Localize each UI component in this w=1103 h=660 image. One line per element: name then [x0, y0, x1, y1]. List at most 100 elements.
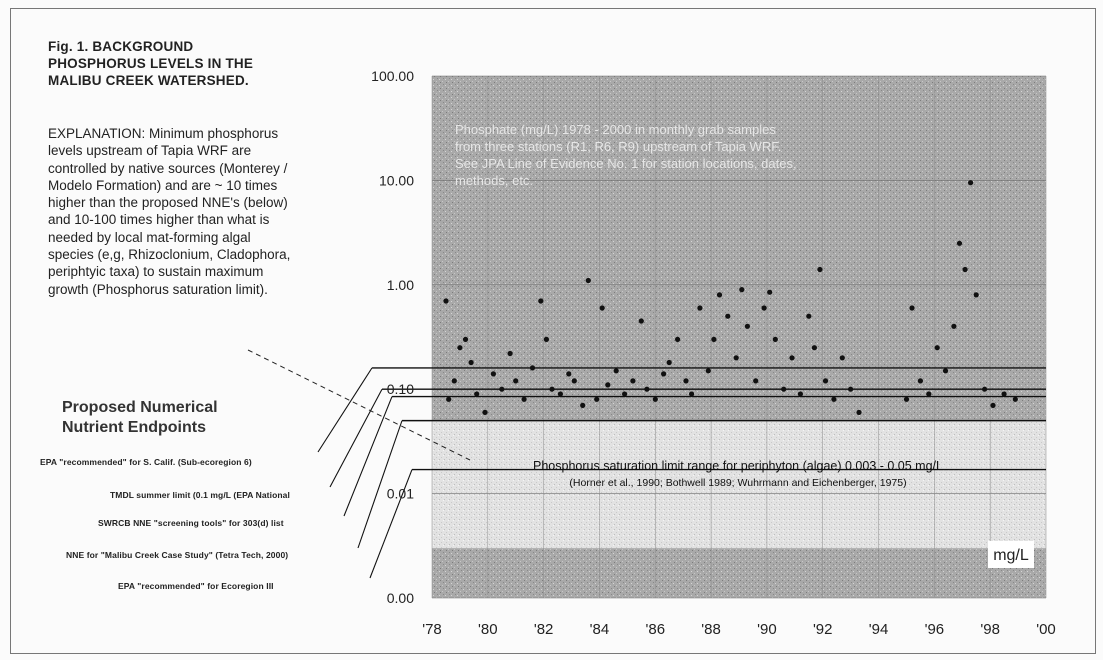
phosphate-data-point: [599, 305, 605, 311]
phosphate-data-point: [605, 382, 611, 388]
phosphate-data-point: [594, 396, 600, 402]
endpoints-heading-line-1: Proposed Numerical: [62, 399, 218, 416]
saturation-band-source: (Horner et al., 1990; Bothwell 1989; Wuh…: [569, 477, 906, 489]
phosphate-data-point: [990, 402, 996, 408]
saturation-band-label: Phosphorus saturation limit range for pe…: [533, 459, 943, 473]
phosphate-data-point: [644, 386, 650, 392]
figure-title-line-3: MALIBU CREEK WATERSHED.: [48, 73, 249, 88]
explanation-line: levels upstream of Tapia WRF are: [48, 143, 252, 159]
nne-label-epa-s-calif: EPA "recommended" for S. Calif. (Sub-eco…: [40, 457, 252, 467]
phosphate-data-point: [513, 378, 519, 384]
chart-annotation-line: from three stations (R1, R6, R9) upstrea…: [455, 139, 781, 154]
phosphate-data-point: [831, 396, 837, 402]
phosphate-data-point: [566, 371, 572, 377]
phosphate-data-point: [638, 318, 644, 324]
explanation-line: and 10-100 times higher than what is: [48, 212, 270, 228]
phosphate-data-point: [622, 391, 628, 397]
phosphate-data-point: [761, 305, 767, 311]
phosphate-data-point: [571, 378, 577, 384]
explanation-line: species (e,g, Rhizoclonium, Cladophora,: [48, 247, 291, 263]
x-tick-label: '84: [590, 621, 610, 638]
nne-label-tmdl: TMDL summer limit (0.1 mg/L (EPA Nationa…: [110, 490, 290, 500]
phosphate-data-point: [716, 292, 723, 298]
phosphate-data-point: [557, 391, 564, 397]
phosphate-data-point: [630, 378, 636, 384]
phosphate-data-point: [689, 391, 695, 397]
phosphate-data-point: [451, 378, 457, 384]
phosphate-data-point: [968, 180, 974, 186]
phosphate-data-point: [538, 298, 544, 304]
figure-title-line-2: PHOSPHORUS LEVELS IN THE: [48, 56, 254, 71]
phosphate-data-point: [982, 386, 988, 392]
phosphate-data-point: [482, 409, 488, 415]
phosphate-data-point: [822, 378, 829, 384]
figure-title: Fig. 1. BACKGROUND PHOSPHORUS LEVELS IN …: [48, 38, 348, 89]
phosphate-data-point: [446, 396, 452, 402]
phosphate-data-point: [962, 266, 968, 273]
phosphate-data-point: [753, 378, 759, 384]
saturation-range-band: [432, 420, 1046, 549]
explanation-line: EXPLANATION: Minimum phosphorus: [48, 126, 279, 141]
chart-annotation-line: Phosphate (mg/L) 1978 - 2000 in monthly …: [455, 122, 776, 137]
phosphate-data-point: [781, 386, 787, 392]
phosphate-data-point: [705, 368, 711, 374]
phosphate-data-point: [934, 345, 940, 351]
phosphate-data-point: [711, 336, 717, 342]
x-tick-label: '90: [757, 621, 777, 638]
phosphate-data-point: [580, 402, 586, 408]
phosphate-data-point: [490, 371, 496, 377]
x-tick-label: '92: [813, 621, 833, 638]
x-tick-label: '88: [701, 621, 721, 638]
phosphate-data-point: [675, 336, 681, 342]
x-tick-label: '96: [925, 621, 945, 638]
phosphate-data-point: [1012, 396, 1018, 402]
phosphate-data-point: [443, 298, 449, 304]
phosphate-data-point: [909, 305, 915, 311]
phosphate-data-point: [462, 336, 469, 342]
phosphate-data-point: [683, 378, 689, 384]
phosphate-data-point: [725, 313, 731, 319]
phosphate-data-point: [811, 345, 818, 351]
unit-label: mg/L: [993, 547, 1029, 564]
reference-leader-line: [369, 469, 413, 579]
phosphate-data-point: [917, 378, 924, 384]
phosphate-data-point: [543, 336, 550, 342]
phosphate-data-point: [585, 277, 591, 284]
reference-leader-line: [343, 396, 393, 517]
chart-annotation-line: See JPA Line of Evidence No. 1 for stati…: [455, 156, 797, 171]
phosphate-data-point: [744, 323, 751, 329]
figure-frame: [10, 8, 1096, 654]
y-tick-label: 0.00: [387, 590, 414, 606]
nne-label-swrcb: SWRCB NNE "screening tools" for 303(d) l…: [98, 518, 284, 528]
x-tick-label: '98: [980, 621, 1000, 638]
unit-label-box: [988, 541, 1034, 568]
chart-annotation-line: methods, etc.: [455, 173, 533, 188]
phosphate-data-point: [457, 345, 463, 351]
x-tick-label: '78: [422, 621, 442, 638]
endpoints-heading-line-2: Nutrient Endpoints: [62, 419, 206, 436]
explanation-line: Modelo Formation) and are ~ 10 times: [48, 177, 278, 193]
phosphate-data-point: [903, 396, 910, 402]
explanation-line: growth (Phosphorus saturation limit).: [48, 281, 268, 297]
phosphate-data-point: [549, 386, 555, 392]
phosphate-data-point: [951, 323, 957, 329]
phosphate-data-point: [926, 391, 932, 397]
phosphate-data-point: [652, 396, 658, 402]
phosphate-data-point: [529, 365, 536, 371]
figure-title-line-1: Fig. 1. BACKGROUND: [48, 39, 194, 54]
y-tick-label: 10.00: [379, 172, 414, 188]
phosphate-data-point: [772, 336, 778, 342]
y-tick-label: 100.00: [371, 68, 414, 84]
explanation-line: higher than the proposed NNE's (below): [48, 195, 288, 211]
y-tick-label: 0.01: [387, 486, 414, 502]
explanation-line: periphtyic taxa) to sustain maximum: [48, 264, 264, 280]
phosphate-data-point: [839, 355, 845, 361]
phosphate-data-point: [468, 359, 474, 366]
phosphate-data-point: [521, 396, 527, 402]
phosphate-data-point: [613, 368, 619, 374]
x-tick-label: '86: [645, 621, 665, 638]
explanation-line: controlled by native sources (Monterey /: [48, 160, 288, 176]
reference-leader-line: [357, 420, 403, 549]
nne-label-epa-ecoregion: EPA "recommended" for Ecoregion III: [118, 581, 274, 591]
